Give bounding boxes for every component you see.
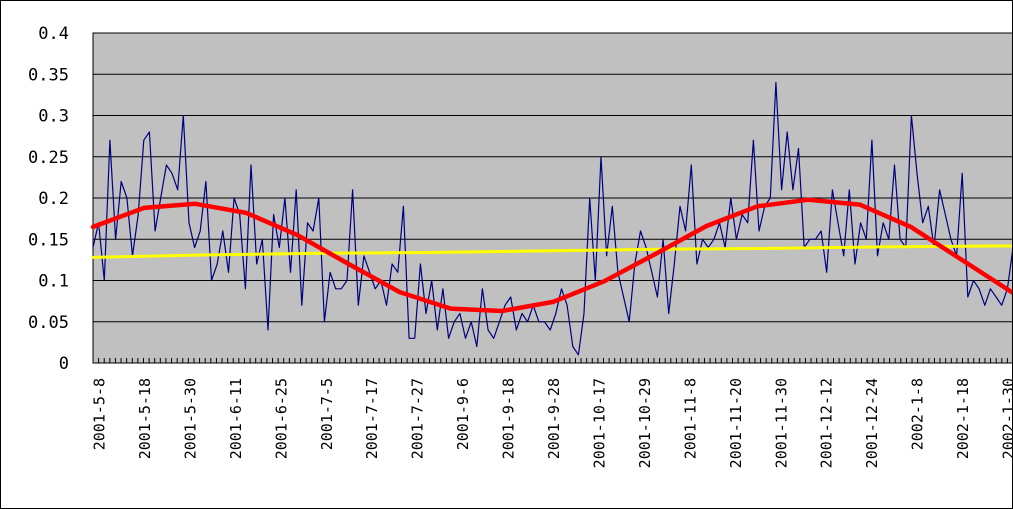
x-tick-label: 2001-5-8 <box>91 378 109 450</box>
x-tick-label: 2001-11-30 <box>772 378 790 468</box>
x-tick-label: 2001-11-20 <box>727 378 745 468</box>
x-tick-label: 2001-12-24 <box>863 378 881 468</box>
x-tick-label: 2001-6-11 <box>227 378 245 459</box>
x-tick-label: 2001-9-18 <box>500 378 518 459</box>
x-axis: 2001-5-8 2001-5-18 2001-5-30 2001-6-11 2001-… <box>91 358 1013 468</box>
daily-series-line <box>92 81 1013 356</box>
x-tick-label: 2002-1-18 <box>954 378 972 459</box>
y-tick-label: 0.15 <box>28 230 69 250</box>
x-tick-label: 2002-1-8 <box>909 378 927 450</box>
fit-series-line <box>90 197 1013 314</box>
x-tick-label: 2002-1-30 <box>1000 378 1013 459</box>
y-tick-label: 0.1 <box>38 272 69 292</box>
y-tick-label: 0.25 <box>28 148 69 168</box>
y-tick-label: 0.3 <box>38 107 69 127</box>
y-tick-label: 0 <box>59 354 69 374</box>
x-tick-label: 2001-9-6 <box>454 378 472 450</box>
y-tick-label: 0.2 <box>38 189 69 209</box>
x-tick-label: 2001-10-17 <box>590 378 608 468</box>
x-tick-label: 2001-6-25 <box>272 378 290 459</box>
y-tick-label: 0.05 <box>28 313 69 333</box>
series-group <box>90 81 1013 356</box>
trend-series-line <box>91 244 1013 259</box>
x-tick-label: 2001-9-28 <box>545 378 563 459</box>
x-tick-label: 2001-11-8 <box>681 378 699 459</box>
y-tick-label: 0.35 <box>28 65 69 85</box>
y-tick-label: 0.4 <box>38 24 69 44</box>
y-axis: 0 0.05 0.1 0.15 0.2 0.25 0.3 0.35 0.4 <box>28 24 69 374</box>
x-tick-label: 2001-7-27 <box>409 378 427 459</box>
x-tick-label: 2001-10-29 <box>636 378 654 468</box>
x-tick-label: 2001-5-18 <box>136 378 154 459</box>
x-tick-label: 2001-7-17 <box>363 378 381 459</box>
x-tick-label: 2001-5-30 <box>181 378 199 459</box>
x-tick-label: 2001-7-5 <box>318 378 336 450</box>
gridlines <box>93 32 1013 323</box>
x-tick-label: 2001-12-12 <box>818 378 836 468</box>
